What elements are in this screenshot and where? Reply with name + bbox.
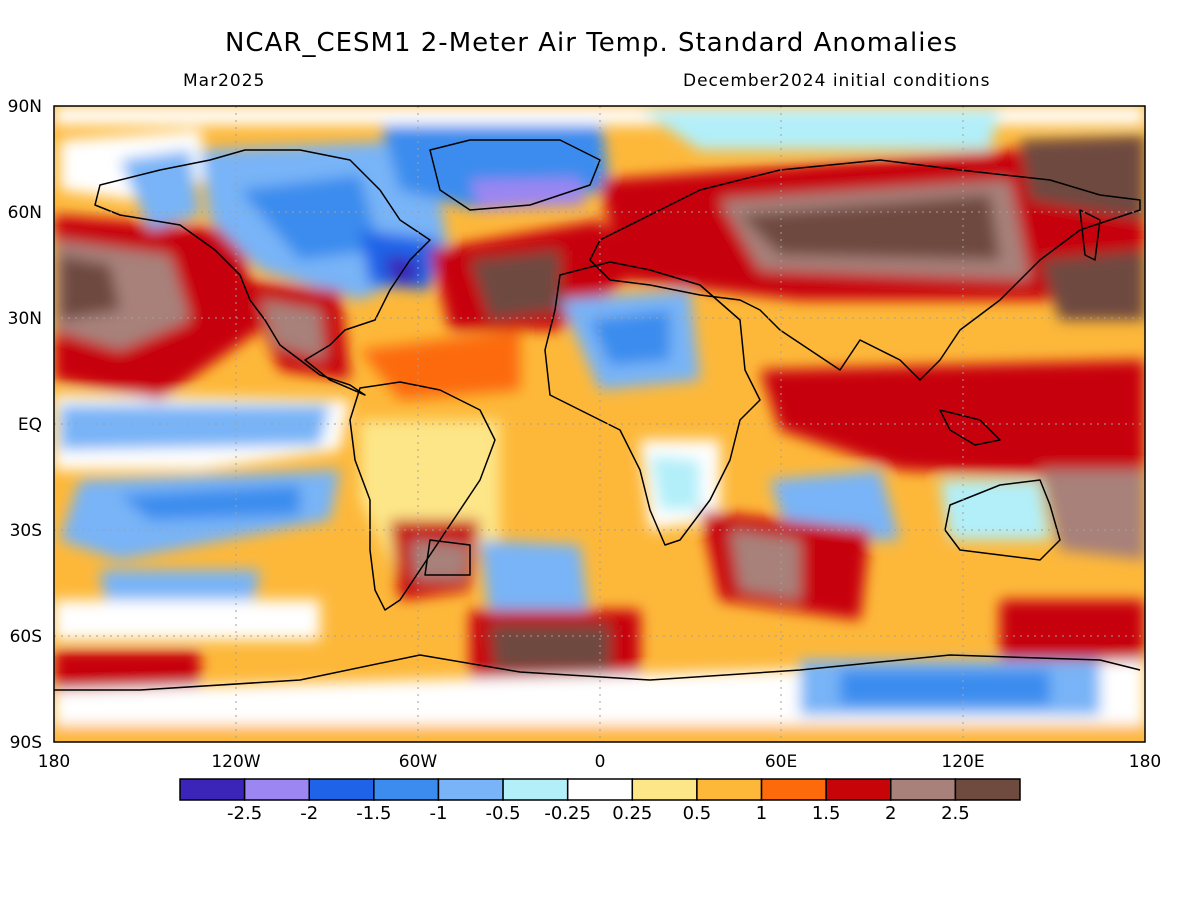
lat-label: 60S bbox=[10, 627, 42, 647]
colorbar-swatch bbox=[502, 778, 569, 801]
coastlines bbox=[54, 139, 1141, 691]
lat-label: 90N bbox=[8, 97, 42, 117]
map-title: NCAR_CESM1 2-Meter Air Temp. Standard An… bbox=[224, 28, 959, 58]
colorbar-label: 2.5 bbox=[941, 803, 970, 824]
forecast-month: Mar2025 bbox=[183, 71, 266, 91]
colorbar-swatch bbox=[954, 778, 1021, 801]
colorbar-label: -1.5 bbox=[356, 803, 391, 824]
lon-label: 60E bbox=[765, 752, 797, 772]
map-frame bbox=[53, 105, 1146, 743]
colorbar-swatch bbox=[566, 778, 634, 801]
lat-label: 30S bbox=[10, 521, 42, 541]
colorbar-swatch bbox=[696, 778, 763, 801]
colorbar-label: 1 bbox=[756, 803, 767, 824]
colorbar-label: 2 bbox=[885, 803, 896, 824]
colorbar-swatch bbox=[631, 778, 698, 801]
colorbar-label: -0.25 bbox=[544, 803, 591, 824]
colorbar-label: -1 bbox=[429, 803, 447, 824]
lat-label: 60N bbox=[8, 203, 42, 223]
latitude-axis: 90N 60N 30N EQ 30S 60S 90S bbox=[8, 97, 42, 753]
anomaly-map bbox=[54, 106, 1145, 742]
colorbar-swatch bbox=[760, 778, 827, 801]
colorbar-label: -0.5 bbox=[486, 803, 521, 824]
colorbar-swatch bbox=[243, 778, 310, 801]
lon-label: 0 bbox=[595, 752, 606, 772]
initial-conditions: December2024 initial conditions bbox=[683, 71, 991, 91]
colorbar-swatch bbox=[179, 778, 246, 801]
colorbar-label: -2.5 bbox=[227, 803, 262, 824]
lon-label: 60W bbox=[399, 752, 438, 772]
colorbar-swatch bbox=[437, 778, 504, 801]
longitude-axis: 180 120W 60W 0 60E 120E 180 bbox=[38, 752, 1161, 772]
colorbar-label: -2 bbox=[300, 803, 318, 824]
colorbar-swatch bbox=[373, 778, 440, 801]
colorbar-swatch bbox=[308, 778, 375, 801]
lon-label: 120W bbox=[211, 752, 260, 772]
lat-label: 90S bbox=[10, 733, 42, 753]
lat-label: 30N bbox=[8, 309, 42, 329]
colorbar-label: 0.25 bbox=[612, 803, 652, 824]
colorbar-label: 1.5 bbox=[812, 803, 841, 824]
lon-label: 180 bbox=[1129, 752, 1161, 772]
graticule bbox=[54, 106, 1145, 742]
colorbar-label: 0.5 bbox=[683, 803, 712, 824]
colorbar: -2.5 -2 -1.5 -1 -0.5 -0.25 0.25 0.5 1 1.5 2 2.5 bbox=[179, 778, 1021, 824]
lon-label: 120E bbox=[941, 752, 984, 772]
colorbar-swatch bbox=[890, 778, 957, 801]
colorbar-swatch bbox=[825, 778, 892, 801]
lat-label: EQ bbox=[18, 415, 42, 435]
lon-label: 180 bbox=[38, 752, 70, 772]
